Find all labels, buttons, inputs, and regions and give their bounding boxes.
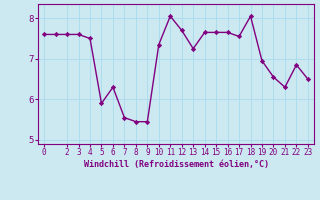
X-axis label: Windchill (Refroidissement éolien,°C): Windchill (Refroidissement éolien,°C) bbox=[84, 160, 268, 169]
